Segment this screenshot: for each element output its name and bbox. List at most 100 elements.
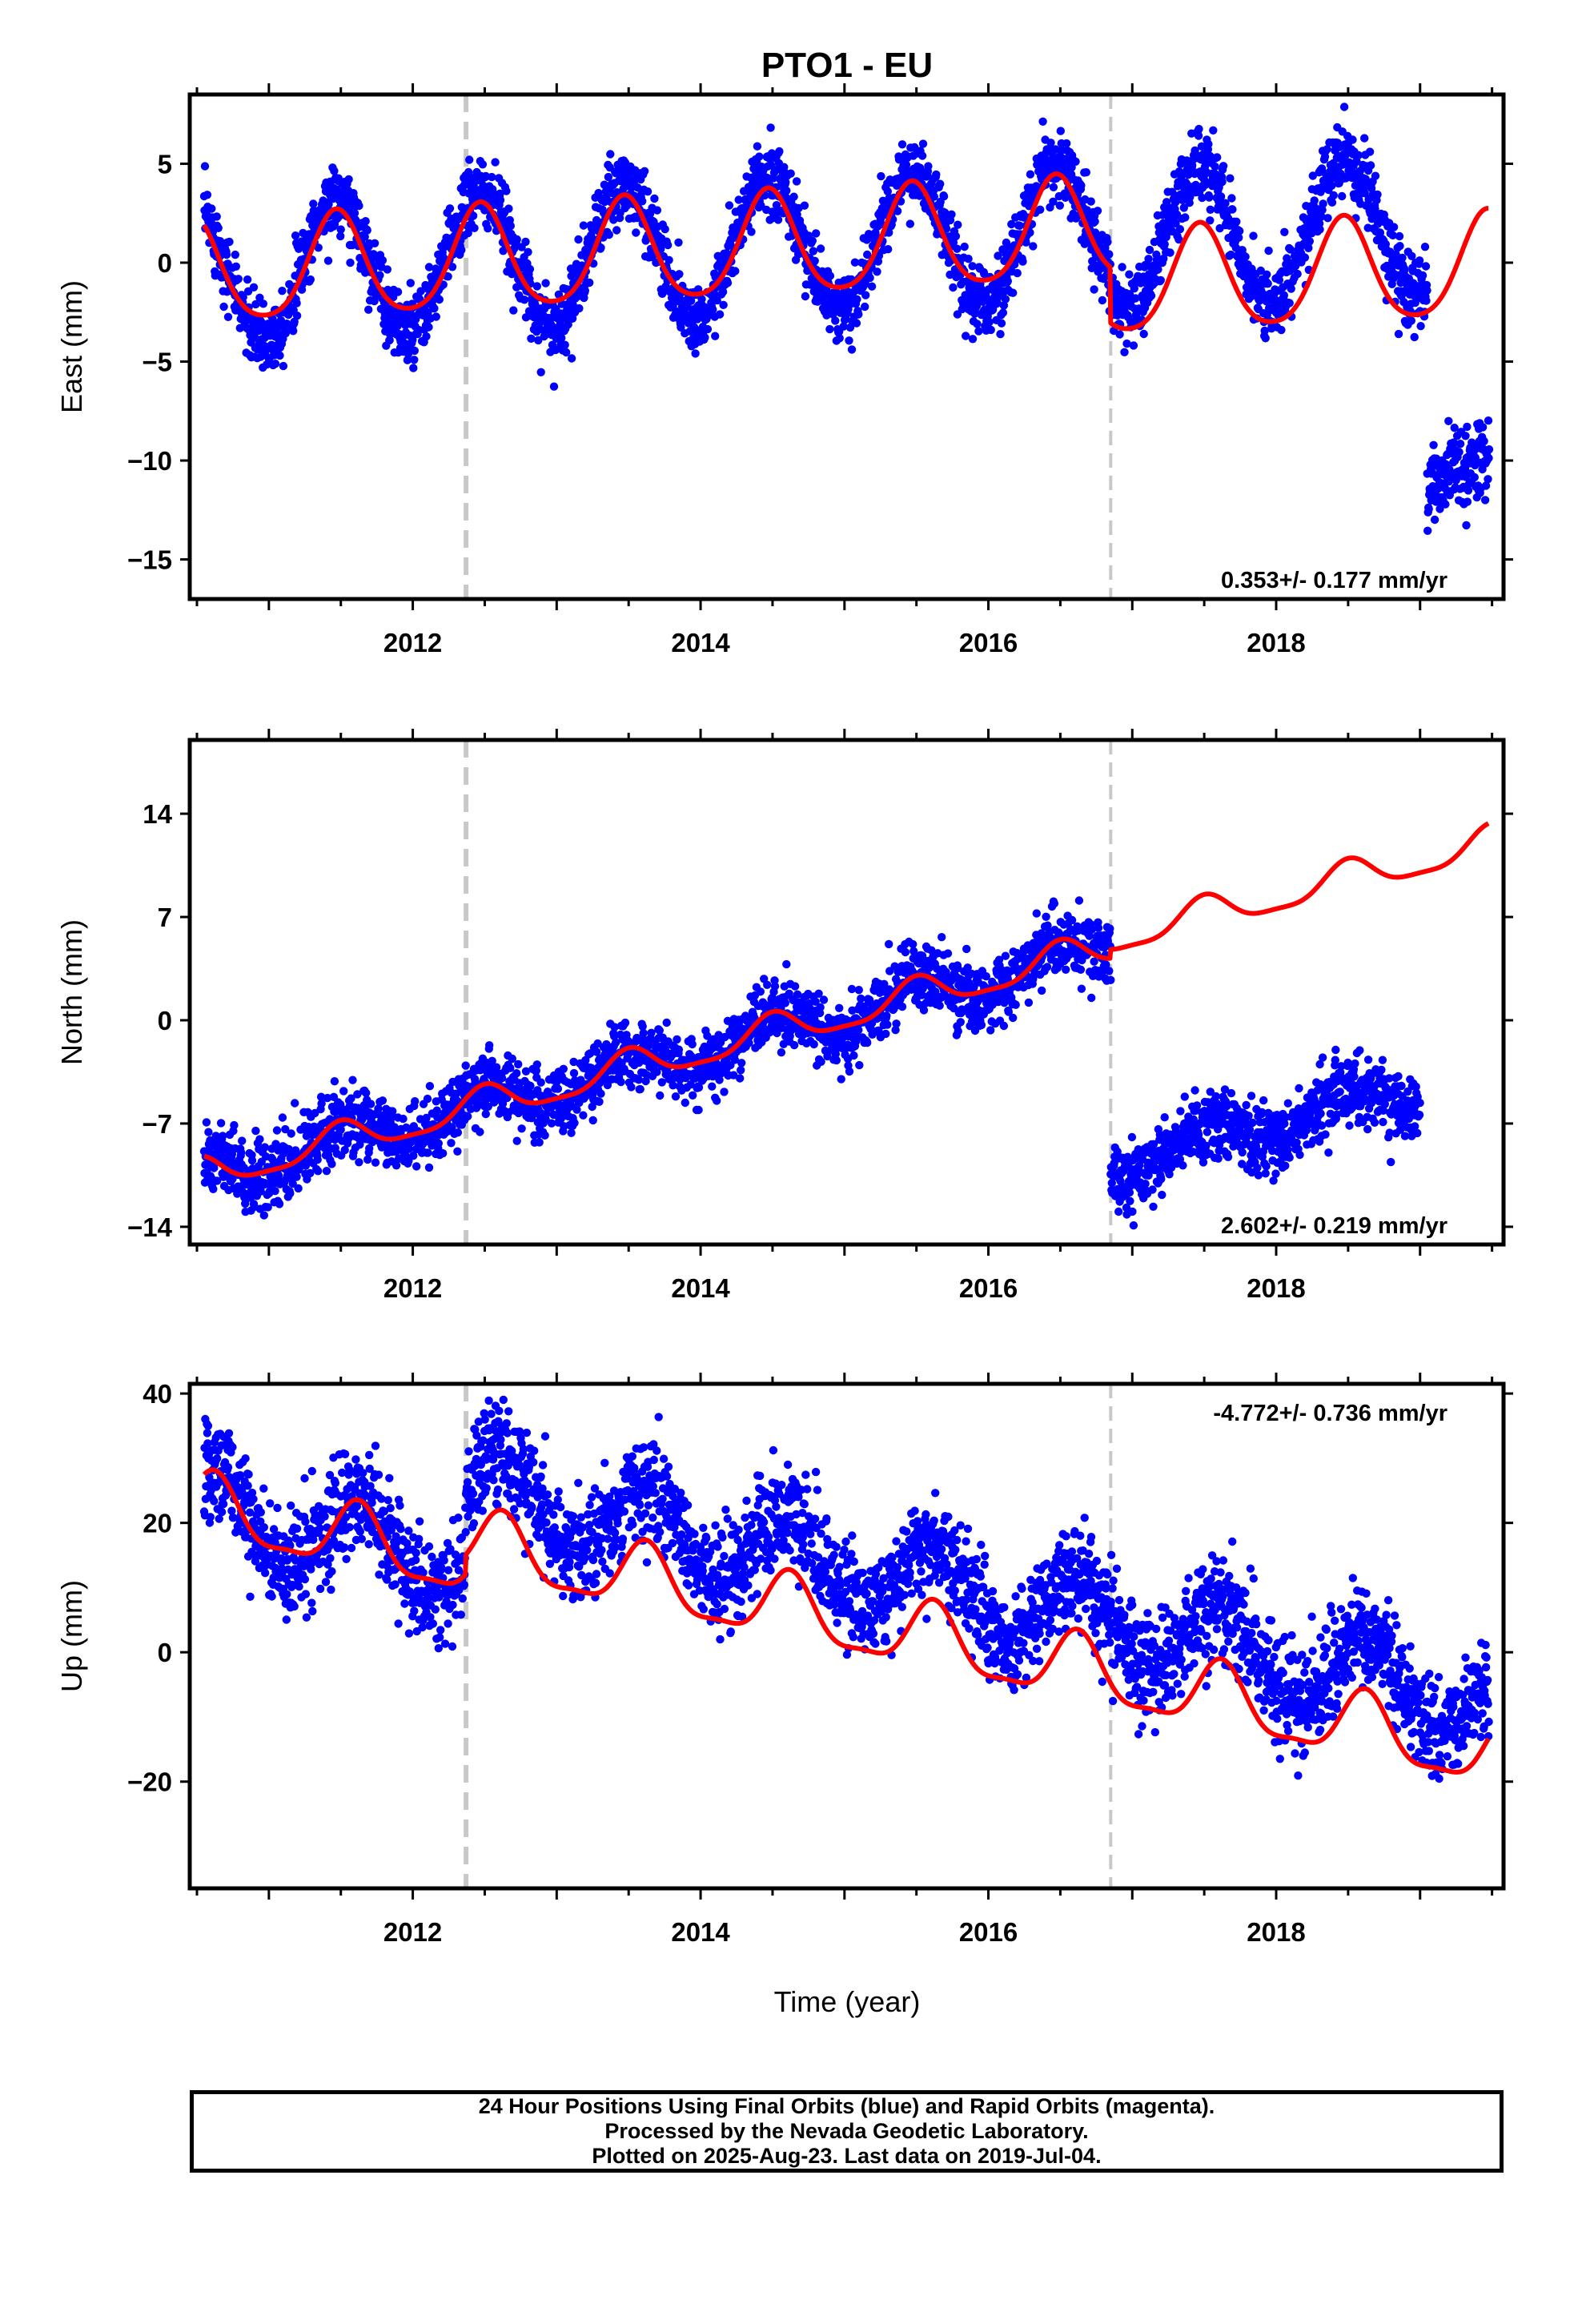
data-point (675, 270, 684, 279)
data-point (843, 287, 853, 296)
data-point (812, 229, 821, 238)
data-point (960, 242, 969, 251)
data-point (736, 1074, 745, 1083)
data-point (1480, 436, 1488, 446)
data-point (655, 1026, 664, 1035)
data-point (1018, 257, 1027, 266)
data-point (1160, 239, 1169, 249)
data-point (973, 320, 982, 328)
east-model-fit-line (202, 171, 1491, 332)
data-point (1348, 135, 1357, 144)
data-point (525, 264, 535, 274)
data-point (1484, 453, 1493, 463)
data-point (313, 1155, 322, 1164)
data-point (932, 170, 941, 179)
data-point (330, 1077, 339, 1086)
data-point (216, 1119, 226, 1128)
data-point (954, 220, 962, 229)
data-point (985, 318, 994, 327)
data-point (718, 287, 728, 296)
data-point (410, 356, 419, 364)
data-point (275, 351, 284, 360)
data-point (747, 227, 756, 236)
data-point (355, 1158, 363, 1167)
data-point (251, 300, 260, 309)
data-point (1241, 252, 1250, 261)
data-point (1103, 238, 1112, 247)
data-point (801, 292, 810, 301)
data-point (378, 1096, 387, 1105)
data-point (636, 1084, 644, 1094)
data-point (831, 316, 840, 325)
data-point (411, 1097, 420, 1106)
data-point (512, 1136, 521, 1145)
data-point (1310, 196, 1319, 205)
data-point (1480, 496, 1490, 505)
data-point (291, 1099, 299, 1108)
data-point (1218, 177, 1227, 187)
data-point (408, 336, 417, 344)
data-point (465, 155, 474, 164)
data-point (292, 299, 301, 308)
data-point (204, 1128, 213, 1136)
data-point (1090, 217, 1099, 226)
data-point (569, 1068, 579, 1078)
data-point (526, 1081, 535, 1091)
data-point (278, 287, 287, 296)
data-point (1219, 162, 1228, 171)
data-point (222, 250, 231, 259)
data-point (562, 348, 571, 357)
data-point (817, 1057, 825, 1067)
data-point (604, 172, 613, 182)
data-point (447, 1139, 456, 1148)
data-point (430, 304, 439, 313)
data-point (218, 1132, 227, 1140)
data-point (1145, 245, 1154, 255)
data-point (361, 217, 370, 226)
data-point (1062, 139, 1071, 148)
data-point (1410, 332, 1419, 342)
data-point (640, 167, 649, 175)
data-point (673, 1035, 681, 1044)
data-point (1484, 445, 1494, 454)
data-point (996, 330, 1005, 339)
data-point (274, 1171, 283, 1180)
data-point (1194, 131, 1203, 140)
data-point (1450, 424, 1459, 432)
y-tick-label: −5 (142, 348, 172, 377)
east-plot-frame (187, 92, 1506, 601)
data-point (488, 172, 496, 182)
data-point (1235, 233, 1243, 242)
data-point (256, 1187, 265, 1196)
data-point (409, 364, 418, 372)
east-data-points (199, 103, 1494, 535)
data-point (947, 210, 956, 219)
data-point (579, 1111, 588, 1120)
data-point (360, 232, 369, 241)
data-point (997, 319, 1006, 328)
data-point (1305, 237, 1315, 246)
data-point (1371, 171, 1380, 180)
data-point (850, 258, 860, 267)
data-point (786, 169, 795, 178)
data-point (1071, 157, 1080, 166)
data-point (1013, 268, 1022, 278)
data-point (444, 272, 452, 281)
data-point (553, 1084, 563, 1093)
data-point (1216, 192, 1226, 201)
data-point (924, 162, 933, 171)
data-point (949, 283, 958, 292)
data-point (287, 1129, 295, 1138)
data-point (1118, 263, 1126, 271)
data-point (323, 256, 333, 265)
x-tick-label: 2012 (383, 628, 442, 657)
data-point (327, 1160, 336, 1168)
data-point (212, 212, 221, 221)
data-point (370, 239, 379, 247)
data-point (1463, 497, 1472, 506)
data-point (506, 221, 515, 231)
data-point (1461, 432, 1470, 440)
data-point (1162, 198, 1171, 207)
data-point (234, 275, 243, 283)
data-point (536, 368, 545, 376)
